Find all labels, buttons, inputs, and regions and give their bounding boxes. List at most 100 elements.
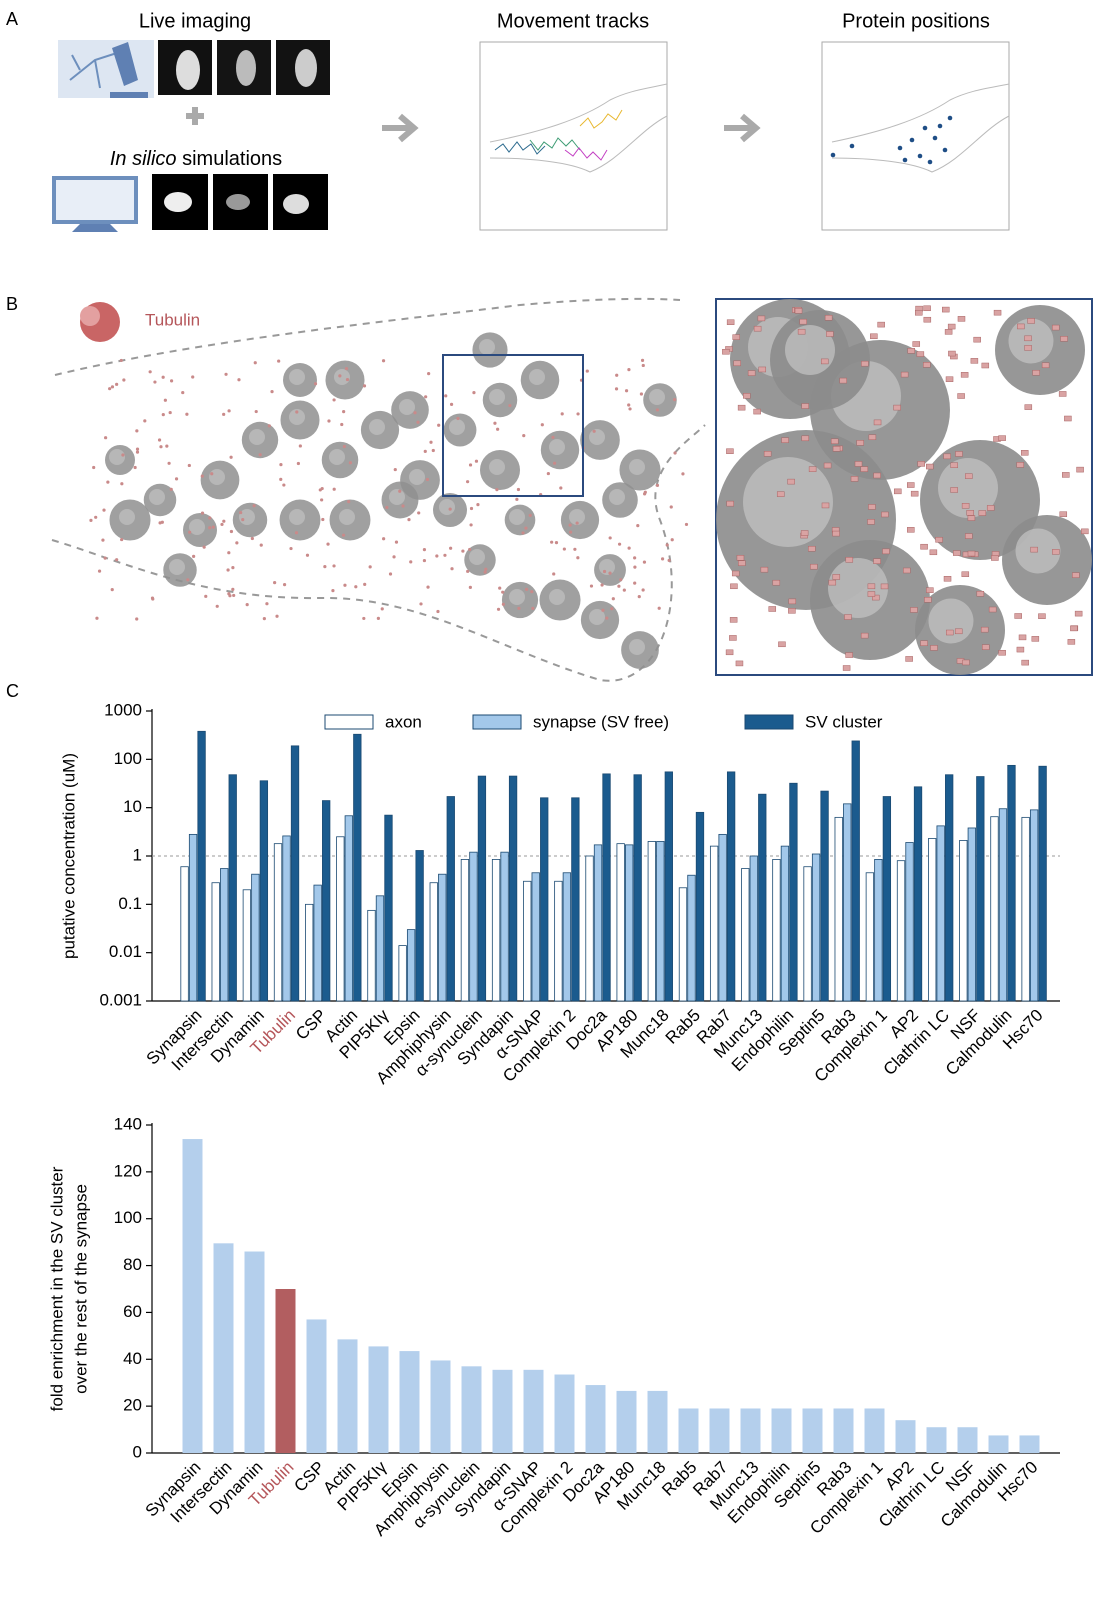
tubulin-particle bbox=[1032, 369, 1040, 376]
tubulin-particle bbox=[824, 314, 833, 321]
tubulin-dot bbox=[670, 538, 674, 542]
tubulin-dot bbox=[601, 608, 605, 612]
tubulin-dot bbox=[135, 429, 139, 433]
tubulin-dot bbox=[627, 403, 631, 407]
tubulin-particle bbox=[868, 504, 876, 510]
zoom-cluster-core bbox=[928, 598, 974, 644]
cluster-core bbox=[289, 369, 305, 385]
tubulin-dot bbox=[95, 616, 99, 620]
tubulin-dot bbox=[573, 547, 577, 551]
tubulin-dot bbox=[449, 546, 453, 550]
tubulin-dot bbox=[151, 597, 155, 601]
panel-heading: Live imaging bbox=[139, 10, 251, 32]
tubulin-particle bbox=[967, 550, 976, 557]
tubulin-dot bbox=[468, 463, 473, 467]
plus-sign bbox=[186, 107, 204, 125]
tubulin-dot bbox=[254, 409, 258, 414]
cluster-core bbox=[409, 469, 425, 485]
image-blob bbox=[283, 194, 309, 214]
tubulin-dot bbox=[681, 472, 685, 476]
tubulin-dot bbox=[115, 382, 119, 386]
tubulin-dot bbox=[165, 444, 169, 448]
tubulin-dot bbox=[296, 461, 300, 466]
tubulin-dot bbox=[169, 487, 173, 491]
tubulin-particle bbox=[930, 645, 938, 651]
tubulin-dot bbox=[448, 507, 452, 511]
cluster-core bbox=[399, 399, 415, 415]
tubulin-dot bbox=[344, 367, 349, 371]
tubulin-particle bbox=[828, 579, 837, 586]
tubulin-particle bbox=[957, 316, 966, 322]
tubulin-dot bbox=[168, 410, 172, 415]
cluster-core bbox=[329, 449, 345, 465]
tubulin-particle bbox=[923, 305, 931, 312]
tubulin-dot bbox=[313, 382, 318, 386]
tubulin-particle bbox=[946, 629, 954, 636]
tubulin-dot bbox=[568, 530, 573, 534]
tubulin-dot bbox=[435, 554, 439, 558]
bar bbox=[772, 859, 781, 1002]
tubulin-dot bbox=[332, 564, 336, 568]
bar bbox=[602, 773, 611, 1002]
icons bbox=[52, 40, 1010, 232]
tubulin-particle bbox=[799, 318, 807, 325]
bar bbox=[220, 868, 229, 1002]
tubulin-dot bbox=[186, 578, 190, 582]
bar bbox=[182, 1139, 203, 1453]
tubulin-dot bbox=[422, 558, 427, 563]
tubulin-particle bbox=[826, 331, 834, 337]
track bbox=[494, 141, 546, 155]
tubulin-particle bbox=[832, 446, 841, 452]
cluster-core bbox=[609, 489, 625, 505]
tubulin-particle bbox=[1081, 528, 1089, 535]
legend-label: synapse (SV free) bbox=[533, 712, 669, 731]
cluster-core bbox=[489, 389, 505, 405]
cluster-core bbox=[549, 439, 565, 455]
tubulin-particle bbox=[873, 419, 882, 426]
tubulin-dot bbox=[200, 511, 205, 515]
tubulin-dot bbox=[495, 488, 499, 492]
bar bbox=[244, 1251, 265, 1453]
tubulin-particle bbox=[960, 372, 969, 378]
tubulin-dot bbox=[605, 616, 609, 620]
tubulin-dot bbox=[342, 444, 346, 449]
tubulin-dot bbox=[153, 380, 157, 384]
tubulin-dot bbox=[106, 480, 110, 484]
cluster-core bbox=[599, 559, 615, 575]
tubulin-dot bbox=[469, 523, 473, 527]
y-tick-label: 60 bbox=[123, 1302, 142, 1321]
bar bbox=[228, 774, 237, 1002]
bar bbox=[678, 887, 688, 1002]
bar bbox=[290, 745, 300, 1002]
bar bbox=[976, 776, 985, 1002]
tubulin-dot bbox=[192, 554, 196, 558]
tubulin-dot bbox=[628, 407, 632, 411]
y-tick-label: 140 bbox=[114, 1114, 142, 1133]
bar bbox=[554, 880, 563, 1002]
bar bbox=[275, 1289, 296, 1453]
heading-part: In silico bbox=[110, 148, 177, 170]
cluster-core bbox=[589, 609, 605, 625]
tubulin-particle bbox=[1027, 318, 1035, 324]
tubulin-dot bbox=[204, 594, 208, 598]
bar bbox=[905, 842, 914, 1002]
tubulin-dot bbox=[282, 483, 286, 487]
tubulin-particle bbox=[943, 576, 952, 582]
cluster-core bbox=[589, 429, 605, 445]
tubulin-dot bbox=[515, 497, 519, 501]
tubulin-dot bbox=[528, 513, 532, 517]
bar bbox=[571, 797, 580, 1002]
bar bbox=[616, 1390, 637, 1453]
tubulin-dot bbox=[362, 384, 367, 388]
tubulin-particle bbox=[732, 334, 740, 340]
tubulin-particle bbox=[810, 563, 818, 570]
tubulin-dot bbox=[521, 531, 525, 535]
tubulin-particle bbox=[823, 462, 832, 469]
microscope-icon bbox=[110, 42, 148, 98]
cluster-core bbox=[289, 509, 305, 525]
track bbox=[564, 147, 608, 161]
tubulin-dot bbox=[103, 556, 107, 560]
tubulin-dot bbox=[185, 412, 189, 416]
tubulin-dot bbox=[368, 565, 372, 569]
